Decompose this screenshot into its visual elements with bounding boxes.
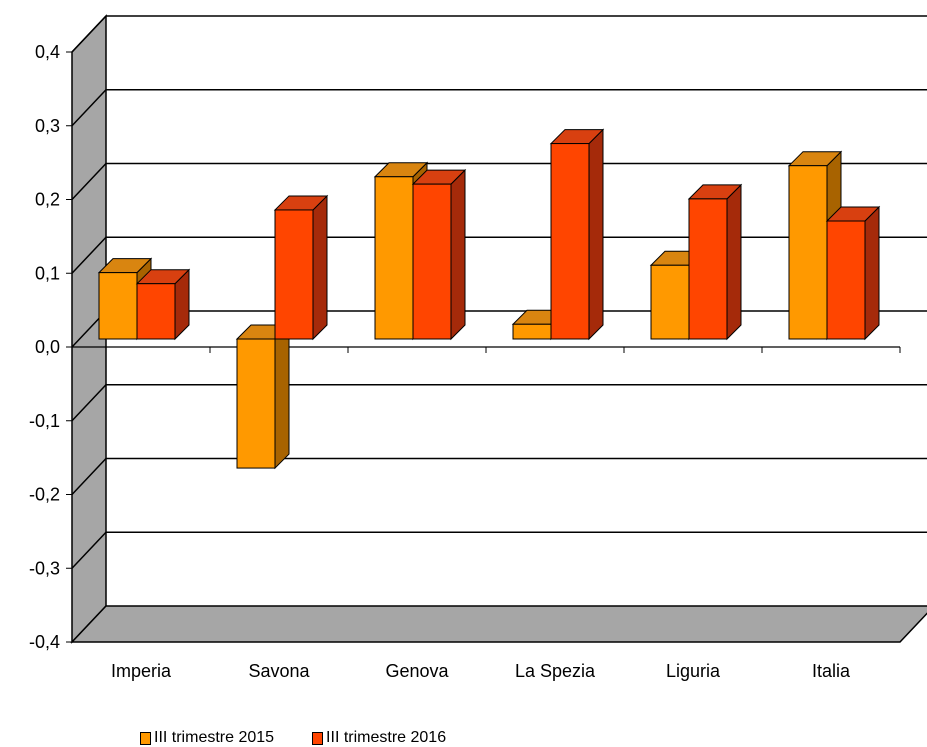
x-tick-label: Genova bbox=[385, 661, 449, 681]
legend-swatch-2015 bbox=[140, 731, 151, 745]
floor bbox=[70, 605, 927, 643]
gridline-side bbox=[71, 531, 107, 569]
gridline-side bbox=[71, 457, 107, 496]
bar-front bbox=[826, 220, 866, 340]
bar-1-3 bbox=[549, 128, 605, 341]
bar-front bbox=[136, 283, 176, 340]
gridline-side bbox=[71, 162, 107, 201]
y-tick-label: -0,1 bbox=[29, 411, 60, 431]
x-tick-label: Liguria bbox=[666, 661, 721, 681]
y-tick-label: 0,2 bbox=[35, 190, 60, 210]
legend-swatch-2016 bbox=[312, 731, 324, 745]
bar-front bbox=[412, 183, 452, 340]
bar-1-5 bbox=[825, 205, 881, 341]
x-tick-label: Savona bbox=[248, 661, 310, 681]
bar-1-4 bbox=[687, 183, 743, 341]
bar-front bbox=[236, 338, 276, 469]
bar-side bbox=[312, 194, 328, 341]
bar-chart: -0,4 -0,3 -0,2 -0,1 0,0 0,1 0,2 0,3 0,4 Imperia S… bbox=[29, 14, 927, 681]
y-tick-label: -0,3 bbox=[29, 558, 60, 578]
legend-label-2016: III trimestre 2016 bbox=[326, 729, 447, 746]
y-tick-label: 0,1 bbox=[35, 263, 60, 283]
bar-1-1 bbox=[273, 194, 329, 341]
y-tick-label: 0,0 bbox=[35, 337, 60, 357]
x-tick-label: Imperia bbox=[111, 661, 172, 681]
bar-front bbox=[374, 176, 414, 340]
y-tick-label: -0,4 bbox=[29, 632, 60, 652]
legend-item-2015: III trimestre 2015 bbox=[140, 729, 274, 747]
bar-1-2 bbox=[411, 168, 467, 341]
y-tick-label: 0,4 bbox=[35, 42, 60, 62]
y-tick-label: 0,3 bbox=[35, 116, 60, 136]
bars bbox=[97, 128, 881, 470]
y-tick-label: -0,2 bbox=[29, 485, 60, 505]
bar-front bbox=[650, 264, 690, 340]
x-tick-label: Italia bbox=[812, 661, 851, 681]
bar-front bbox=[98, 272, 138, 340]
bar-front bbox=[512, 323, 552, 340]
bar-side bbox=[588, 128, 604, 341]
x-axis-ticks: Imperia Savona Genova La Spezia Liguria Itali… bbox=[111, 661, 851, 681]
bar-side bbox=[274, 323, 290, 470]
bar-side bbox=[726, 183, 742, 341]
bar-1-0 bbox=[135, 268, 191, 341]
bar-front bbox=[788, 165, 828, 340]
legend-label-2015: III trimestre 2015 bbox=[154, 729, 275, 746]
bar-side bbox=[864, 205, 880, 341]
y-axis-ticks: -0,4 -0,3 -0,2 -0,1 0,0 0,1 0,2 0,3 0,4 bbox=[29, 42, 60, 652]
gridline-side bbox=[71, 89, 107, 127]
gridline-side bbox=[71, 15, 107, 53]
bar-front bbox=[550, 143, 590, 340]
gridline-side bbox=[71, 384, 107, 422]
bar-front bbox=[688, 198, 728, 340]
legend-item-2016: III trimestre 2016 bbox=[312, 729, 446, 747]
gridline-side bbox=[71, 236, 107, 274]
bar-side bbox=[450, 168, 466, 341]
legend: III trimestre 2015 III trimestre 2016 bbox=[140, 729, 446, 747]
bar-0-1 bbox=[235, 323, 291, 470]
x-tick-label: La Spezia bbox=[515, 661, 596, 681]
bar-front bbox=[274, 209, 314, 340]
